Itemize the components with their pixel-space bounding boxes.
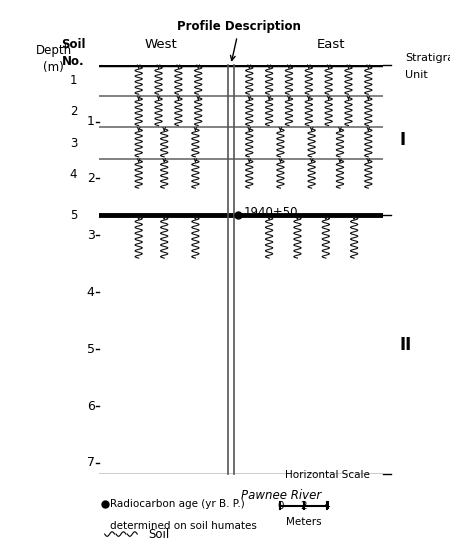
Text: No.: No.	[62, 56, 85, 68]
Text: Pawnee River: Pawnee River	[241, 488, 321, 502]
Text: Soil: Soil	[148, 528, 170, 539]
Text: 4: 4	[70, 168, 77, 181]
Text: 4: 4	[324, 501, 331, 512]
Text: 2: 2	[87, 172, 95, 185]
Text: Profile Description: Profile Description	[177, 20, 301, 60]
Text: II: II	[400, 336, 412, 354]
Text: Stratigraphic: Stratigraphic	[405, 53, 450, 63]
Text: 5: 5	[87, 343, 95, 356]
Text: 2: 2	[70, 106, 77, 119]
Text: Depth: Depth	[36, 44, 72, 57]
Text: 6: 6	[87, 399, 95, 412]
Text: 2: 2	[301, 501, 307, 512]
Text: Soil: Soil	[61, 38, 86, 51]
Text: 0: 0	[277, 501, 284, 512]
Text: 5: 5	[70, 209, 77, 222]
Text: 1940±50: 1940±50	[243, 206, 298, 219]
Text: Meters: Meters	[286, 517, 322, 527]
Text: 3: 3	[70, 137, 77, 150]
Text: 3: 3	[87, 229, 95, 242]
Text: East: East	[317, 38, 346, 51]
Text: 4: 4	[87, 286, 95, 299]
Text: 1: 1	[87, 115, 95, 128]
Text: Unit: Unit	[405, 71, 428, 80]
Text: I: I	[400, 131, 405, 149]
Text: determined on soil humates: determined on soil humates	[110, 521, 257, 530]
Text: 7: 7	[87, 457, 95, 469]
Text: Radiocarbon age (yr B. P.): Radiocarbon age (yr B. P.)	[110, 499, 245, 509]
Text: (m): (m)	[43, 61, 64, 74]
Text: West: West	[145, 38, 178, 51]
Text: 1: 1	[70, 73, 77, 87]
Text: Horizontal Scale: Horizontal Scale	[285, 470, 369, 480]
